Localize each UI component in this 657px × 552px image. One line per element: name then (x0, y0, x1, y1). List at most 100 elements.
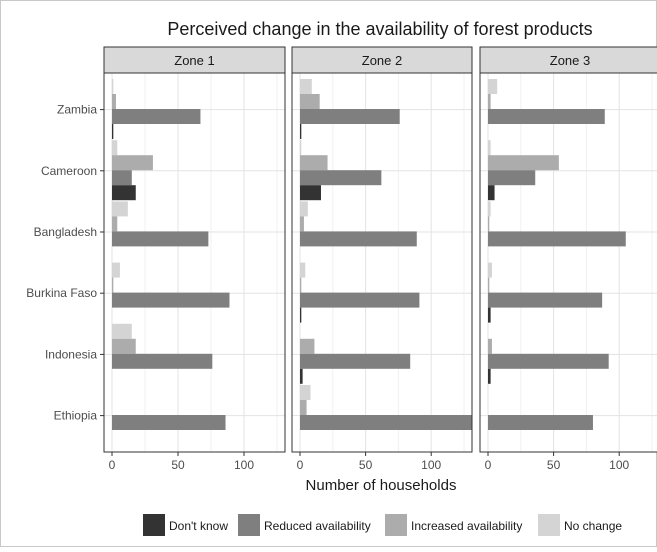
facet-strip (103, 46, 286, 74)
bar-zone-2-bangladesh-increased-availability (300, 216, 304, 232)
bar-zone-2-zambia-increased-availability (300, 94, 320, 109)
x-tick-label: 50 (547, 458, 561, 472)
y-tick-label-zambia: Zambia (57, 103, 97, 117)
y-tick-label-indonesia: Indonesia (45, 347, 97, 361)
facet-strip-label: Zone 3 (550, 53, 590, 68)
legend-label: Don't know (169, 519, 228, 533)
bar-zone-1-zambia-no-change (112, 79, 114, 94)
legend-item-no-change: No change (538, 514, 622, 536)
bar-zone-2-burkina-faso-reduced-availability (300, 292, 420, 308)
bar-zone-2-burkina-faso-don-t-know (300, 307, 302, 323)
x-tick-label: 0 (109, 458, 116, 472)
bar-zone-3-indonesia-increased-availability (488, 338, 492, 354)
legend-swatch (385, 514, 407, 536)
bar-zone-2-indonesia-increased-availability (300, 338, 315, 354)
facet-panel-zone-1: Zone 1 0 50 100 (103, 46, 286, 472)
x-tick-label: 0 (485, 458, 492, 472)
bar-zone-2-zambia-no-change (300, 79, 312, 94)
facet-strip (291, 46, 473, 74)
plot-background (480, 73, 657, 452)
bar-zone-2-indonesia-don-t-know (300, 368, 303, 384)
x-axis-ticks: 0 50 100 (297, 452, 442, 472)
legend-label: Increased availability (411, 519, 522, 533)
bar-zone-3-bangladesh-reduced-availability (488, 231, 626, 247)
bar-zone-3-zambia-reduced-availability (488, 109, 605, 124)
y-tick-label-cameroon: Cameroon (41, 164, 97, 178)
bar-zone-2-ethiopia-increased-availability (300, 400, 307, 415)
panel-border (291, 72, 473, 453)
bar-zone-3-bangladesh-increased-availability (488, 216, 490, 232)
bar-zone-3-burkina-faso-reduced-availability (488, 292, 603, 308)
x-tick-label: 100 (421, 458, 441, 472)
bar-zone-1-cameroon-increased-availability (112, 155, 153, 171)
bar-zone-2-cameroon-reduced-availability (300, 170, 382, 186)
legend-item-reduced-availability: Reduced availability (238, 514, 371, 536)
bar-zone-1-ethiopia-reduced-availability (112, 415, 226, 430)
bar-zone-3-cameroon-don-t-know (488, 185, 495, 201)
bar-zone-2-bangladesh-no-change (300, 201, 308, 217)
bar-zone-2-burkina-faso-no-change (300, 262, 306, 278)
bars (488, 79, 626, 430)
legend-item-increased-availability: Increased availability (385, 514, 522, 536)
bar-zone-2-zambia-reduced-availability (300, 109, 400, 124)
bar-zone-1-burkina-faso-reduced-availability (112, 292, 230, 308)
y-tick-label-bangladesh: Bangladesh (34, 225, 97, 239)
x-axis-title: Number of households (306, 477, 457, 494)
y-tick-label-burkina-faso: Burkina Faso (26, 286, 97, 300)
bar-zone-1-indonesia-no-change (112, 323, 132, 339)
bar-zone-3-indonesia-don-t-know (488, 368, 491, 384)
gridlines (104, 73, 285, 452)
plot-background (104, 73, 285, 452)
legend-swatch (143, 514, 165, 536)
bar-zone-2-ethiopia-reduced-availability (300, 415, 472, 430)
bar-zone-3-ethiopia-reduced-availability (488, 415, 593, 430)
bar-zone-2-indonesia-reduced-availability (300, 353, 411, 369)
x-tick-label: 100 (609, 458, 629, 472)
facet-strip-label: Zone 2 (362, 53, 402, 68)
bar-zone-1-bangladesh-reduced-availability (112, 231, 209, 247)
x-tick-label: 0 (297, 458, 304, 472)
bar-zone-2-cameroon-no-change (300, 140, 302, 156)
legend-swatch (238, 514, 260, 536)
bar-zone-1-zambia-don-t-know (112, 124, 114, 139)
bar-zone-2-cameroon-don-t-know (300, 185, 321, 201)
legend-label: No change (564, 519, 622, 533)
bar-zone-3-cameroon-no-change (488, 140, 491, 156)
bar-zone-1-burkina-faso-increased-availability (112, 277, 114, 293)
panel-border (479, 72, 657, 453)
bar-zone-2-zambia-don-t-know (300, 124, 302, 139)
bar-zone-1-cameroon-no-change (112, 140, 118, 156)
legend-label: Reduced availability (264, 519, 371, 533)
bar-zone-3-cameroon-reduced-availability (488, 170, 536, 186)
bar-zone-3-cameroon-increased-availability (488, 155, 559, 171)
legend-item-don-t-know: Don't know (143, 514, 228, 536)
bar-zone-3-zambia-increased-availability (488, 94, 491, 109)
bar-zone-3-burkina-faso-increased-availability (488, 277, 490, 293)
bar-zone-1-zambia-increased-availability (112, 94, 116, 109)
facet-panel-zone-2: Zone 2 0 50 100 (291, 46, 473, 472)
bar-zone-1-zambia-reduced-availability (112, 109, 201, 124)
facet-strip (479, 46, 657, 74)
bar-zone-1-cameroon-reduced-availability (112, 170, 132, 186)
facet-panel-zone-3: Zone 3 0 50 100 (479, 46, 657, 472)
bar-zone-3-indonesia-reduced-availability (488, 353, 609, 369)
x-axis-ticks: 0 50 100 (485, 452, 630, 472)
bar-zone-3-burkina-faso-no-change (488, 262, 492, 278)
x-axis-ticks: 0 50 100 (109, 452, 254, 472)
facet-strip-label: Zone 1 (174, 53, 214, 68)
bars (300, 79, 472, 430)
bar-zone-2-ethiopia-no-change (300, 385, 311, 400)
bar-zone-3-bangladesh-no-change (488, 201, 491, 217)
bar-zone-2-bangladesh-reduced-availability (300, 231, 417, 247)
bar-zone-3-burkina-faso-don-t-know (488, 307, 491, 323)
bar-zone-3-zambia-no-change (488, 79, 498, 94)
y-tick-label-ethiopia: Ethiopia (54, 409, 98, 423)
bars (112, 79, 230, 430)
plot-background (292, 73, 472, 452)
x-tick-label: 50 (359, 458, 373, 472)
chart-title: Perceived change in the availability of … (167, 19, 592, 39)
legend-swatch (538, 514, 560, 536)
x-tick-label: 100 (234, 458, 254, 472)
